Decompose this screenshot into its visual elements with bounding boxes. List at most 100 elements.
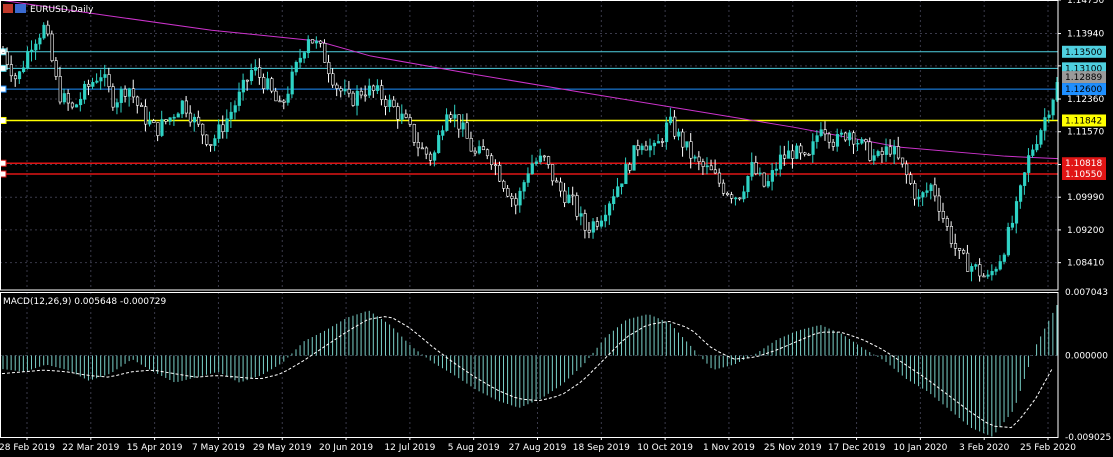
candle-up xyxy=(176,113,180,118)
candle-down xyxy=(730,194,734,199)
candle-down xyxy=(465,122,469,139)
candle-up xyxy=(770,170,774,182)
candle-up xyxy=(83,83,87,100)
main-frame xyxy=(0,0,1059,291)
candle-up xyxy=(620,183,624,187)
candle-up xyxy=(624,163,628,185)
candle-down xyxy=(457,114,461,130)
x-tick-label: 5 Aug 2019 xyxy=(448,443,500,453)
macd-frame xyxy=(0,292,1059,438)
x-tick-label: 1 Nov 2019 xyxy=(703,443,755,453)
candle-up xyxy=(522,182,526,192)
hline-handle xyxy=(0,116,7,124)
candle-down xyxy=(54,60,58,77)
candle-down xyxy=(270,78,274,92)
candle-up xyxy=(970,266,974,272)
candle-down xyxy=(587,229,591,233)
candle-down xyxy=(131,88,136,98)
candle-up xyxy=(99,77,103,82)
candle-up xyxy=(1047,114,1051,118)
candle-down xyxy=(896,146,901,159)
y-tick-label: 1.14750 xyxy=(1067,0,1104,6)
candle-up xyxy=(734,197,738,200)
price-tag-label: 1.10550 xyxy=(1065,170,1102,180)
candle-down xyxy=(880,151,884,155)
candle-down xyxy=(514,198,518,206)
macd-panel xyxy=(1,305,1058,437)
candle-up xyxy=(343,88,347,92)
candle-up xyxy=(315,40,319,44)
candle-up xyxy=(34,43,38,51)
candle-up xyxy=(119,88,123,103)
candle-down xyxy=(412,124,416,143)
candle-down xyxy=(50,33,54,61)
candle-up xyxy=(998,261,1002,270)
candle-down xyxy=(188,112,193,123)
candle-down xyxy=(184,100,188,114)
hline-handle xyxy=(0,170,7,178)
hline-handle xyxy=(0,159,7,167)
candle-down xyxy=(555,180,559,183)
x-tick-label: 20 Jun 2019 xyxy=(319,443,373,453)
candle-up xyxy=(233,105,237,113)
candle-up xyxy=(632,145,636,171)
x-tick-label: 10 Jan 2020 xyxy=(893,443,947,453)
candle-up xyxy=(298,57,302,63)
candle-down xyxy=(913,183,917,200)
y-tick-label: 1.12360 xyxy=(1067,95,1104,105)
candle-down xyxy=(502,180,506,189)
candle-up xyxy=(229,111,233,120)
candle-down xyxy=(351,92,355,106)
candle-down xyxy=(807,153,811,156)
candle-down xyxy=(713,169,717,174)
candle-down xyxy=(506,188,510,197)
candle-up xyxy=(652,142,656,147)
candle-up xyxy=(693,156,697,159)
candle-up xyxy=(79,99,83,106)
candle-up xyxy=(213,138,217,146)
macd-y-tick-label: 0.000000 xyxy=(1065,352,1108,362)
x-tick-label: 12 Jul 2019 xyxy=(384,443,435,453)
candle-down xyxy=(628,163,632,171)
x-tick-label: 28 Feb 2019 xyxy=(0,443,55,453)
y-tick-label: 1.08410 xyxy=(1067,259,1104,269)
candle-down xyxy=(571,194,575,197)
candle-down xyxy=(957,247,962,251)
price-tag-label: 1.12889 xyxy=(1065,73,1102,83)
candle-down xyxy=(481,146,486,151)
candle-down xyxy=(905,163,909,176)
candle-down xyxy=(107,74,111,87)
candle-down xyxy=(681,131,685,148)
candle-up xyxy=(168,117,172,122)
candle-down xyxy=(673,116,677,137)
price-tag xyxy=(1062,168,1106,180)
candle-up xyxy=(860,139,864,144)
candle-down xyxy=(327,62,331,75)
x-tick-label: 18 Sep 2019 xyxy=(573,443,630,453)
candle-down xyxy=(347,88,351,94)
candle-down xyxy=(953,243,958,249)
candle-up xyxy=(664,122,669,143)
candle-up xyxy=(758,172,762,175)
candle-up xyxy=(567,194,571,203)
candle-up xyxy=(811,141,815,155)
x-tick-label: 7 May 2019 xyxy=(192,443,245,453)
candle-up xyxy=(302,52,306,59)
window-title: EURUSD,Daily xyxy=(30,5,94,15)
candle-down xyxy=(323,42,327,63)
candle-up xyxy=(795,145,799,159)
candle-up xyxy=(994,268,998,272)
candle-down xyxy=(5,51,9,65)
candle-down xyxy=(754,162,758,174)
candle-down xyxy=(274,90,278,102)
candle-up xyxy=(925,190,929,193)
candle-down xyxy=(791,150,795,159)
candle-up xyxy=(103,74,107,78)
candle-up xyxy=(530,163,534,175)
price-tag-label: 1.13500 xyxy=(1065,48,1102,58)
candle-up xyxy=(677,131,681,137)
candle-down xyxy=(140,104,144,107)
candle-up xyxy=(253,67,258,71)
candle-down xyxy=(258,67,262,78)
